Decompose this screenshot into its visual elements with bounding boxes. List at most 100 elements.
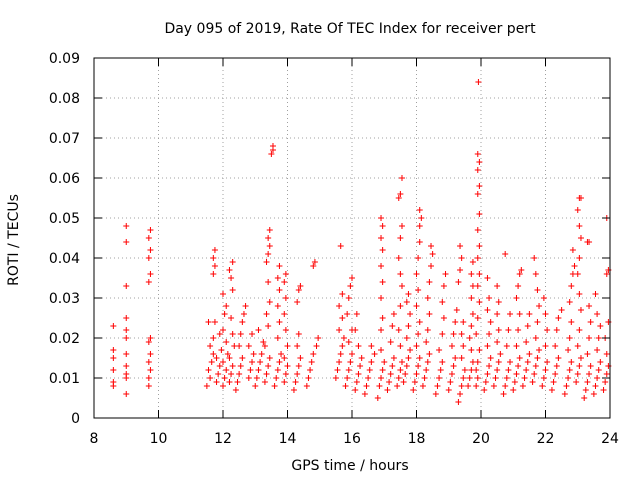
data-point (532, 335, 539, 341)
x-tick-label: 10 (150, 431, 168, 447)
data-point (245, 343, 252, 349)
data-point (497, 351, 504, 357)
data-point (428, 263, 435, 269)
data-point (339, 291, 346, 297)
data-point (582, 387, 589, 393)
data-point (405, 291, 412, 297)
data-point (378, 327, 385, 333)
data-point (339, 343, 346, 349)
data-point (540, 295, 547, 301)
data-point (378, 235, 385, 241)
data-point (282, 327, 289, 333)
data-point (110, 323, 117, 329)
data-point (281, 379, 288, 385)
data-point (355, 371, 362, 377)
data-point (450, 363, 457, 369)
data-point (458, 255, 465, 261)
data-point (503, 375, 510, 381)
data-point (295, 331, 302, 337)
data-point (418, 215, 425, 221)
data-point (516, 271, 523, 277)
data-point (566, 367, 573, 373)
x-tick-label: 24 (601, 431, 619, 447)
data-point (297, 283, 304, 289)
data-point (524, 323, 531, 329)
data-point (237, 363, 244, 369)
data-point (460, 343, 467, 349)
data-point (274, 303, 281, 309)
data-point (568, 359, 575, 365)
data-point (387, 371, 394, 377)
data-point (344, 375, 351, 381)
data-point (536, 303, 543, 309)
data-point (395, 195, 402, 201)
data-points (110, 79, 612, 405)
data-point (229, 363, 236, 369)
data-point (236, 343, 243, 349)
data-point (437, 367, 444, 373)
data-point (476, 183, 483, 189)
data-point (345, 367, 352, 373)
data-point (600, 387, 607, 393)
data-point (516, 311, 523, 317)
data-point (415, 255, 422, 261)
data-point (397, 343, 404, 349)
data-point (397, 191, 404, 197)
data-point (147, 335, 154, 341)
data-point (476, 347, 483, 353)
data-point (355, 343, 362, 349)
data-point (378, 375, 385, 381)
data-point (303, 383, 310, 389)
data-point (228, 315, 235, 321)
data-point (398, 359, 405, 365)
data-point (563, 383, 570, 389)
data-point (519, 383, 526, 389)
data-point (568, 319, 575, 325)
data-point (310, 351, 317, 357)
data-point (110, 347, 117, 353)
data-point (395, 375, 402, 381)
data-point (450, 331, 457, 337)
data-point (295, 287, 302, 293)
data-point (407, 347, 414, 353)
y-tick-labels: 0 0.01 0.02 0.03 0.04 0.05 0.06 0.07 0.08 0.09 (49, 51, 80, 427)
data-point (294, 343, 301, 349)
data-point (237, 331, 244, 337)
data-point (345, 295, 352, 301)
data-point (494, 283, 501, 289)
data-point (403, 363, 410, 369)
data-point (457, 243, 464, 249)
data-point (403, 299, 410, 305)
data-point (476, 299, 483, 305)
data-point (439, 299, 446, 305)
data-point (249, 331, 256, 337)
data-point (398, 283, 405, 289)
data-point (266, 355, 273, 361)
data-point (271, 383, 278, 389)
data-point (566, 299, 573, 305)
data-point (586, 371, 593, 377)
x-tick-label: 18 (408, 431, 426, 447)
data-point (390, 311, 397, 317)
data-point (484, 343, 491, 349)
data-point (205, 367, 212, 373)
data-point (347, 359, 354, 365)
data-point (529, 379, 536, 385)
data-point (590, 391, 597, 397)
data-point (586, 303, 593, 309)
data-point (274, 275, 281, 281)
data-point (205, 319, 212, 325)
data-point (503, 343, 510, 349)
data-point (353, 311, 360, 317)
data-point (221, 311, 228, 317)
data-point (145, 359, 152, 365)
data-point (210, 351, 217, 357)
data-point (397, 235, 404, 241)
data-point (495, 359, 502, 365)
data-point (465, 383, 472, 389)
y-tick-label: 0.04 (49, 251, 80, 267)
data-point (577, 235, 584, 241)
data-point (534, 287, 541, 293)
data-point (592, 291, 599, 297)
data-point (239, 319, 246, 325)
